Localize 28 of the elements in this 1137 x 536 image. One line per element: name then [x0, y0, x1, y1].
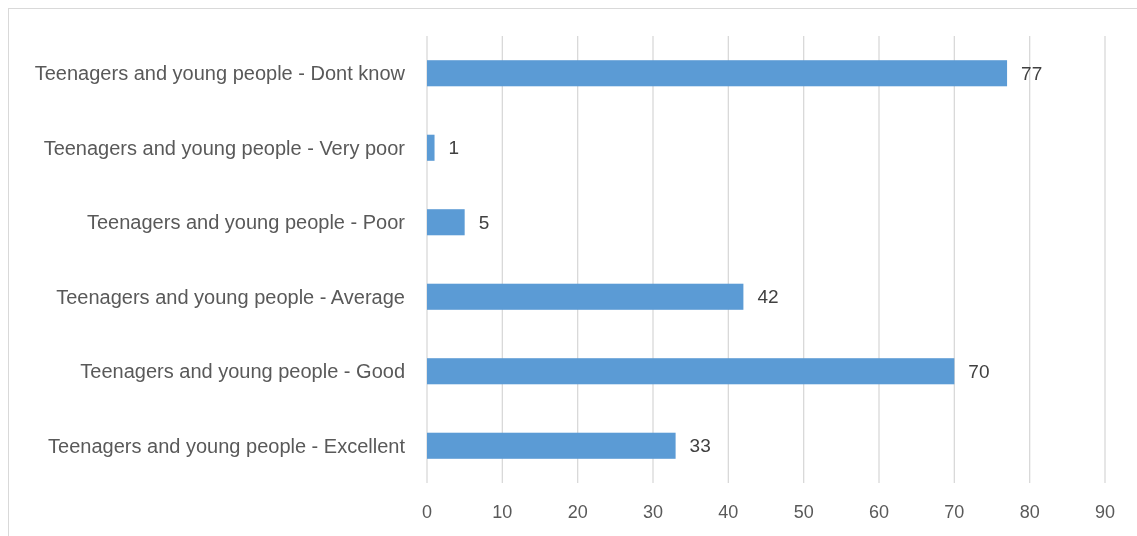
y-tick-label: Teenagers and young people - Very poor [43, 136, 405, 159]
data-label: 77 [1020, 62, 1042, 84]
bar [426, 208, 465, 235]
bar [426, 59, 1007, 86]
x-tick-label: 60 [868, 501, 889, 522]
bar [426, 283, 743, 310]
y-tick-label: Teenagers and young people - Good [79, 359, 405, 382]
bar [426, 357, 954, 384]
x-tick-label: 0 [421, 501, 432, 522]
data-label: 42 [756, 285, 779, 307]
x-tick-label: 40 [717, 501, 738, 522]
x-tick-label: 50 [793, 501, 814, 522]
x-tick-label: 20 [567, 501, 588, 522]
bar [426, 134, 435, 161]
y-tick-label: Teenagers and young people - Poor [86, 210, 405, 233]
x-tick-label: 90 [1094, 501, 1115, 522]
x-tick-label: 70 [943, 501, 964, 522]
x-tick-label: 10 [491, 501, 512, 522]
data-label: 5 [478, 211, 489, 233]
data-label: 1 [448, 136, 459, 158]
data-label: 33 [689, 434, 711, 456]
y-tick-label: Teenagers and young people - Excellent [47, 434, 405, 457]
x-tick-label: 30 [642, 501, 663, 522]
y-tick-label: Teenagers and young people - Dont know [34, 61, 406, 84]
x-tick-label: 80 [1019, 501, 1040, 522]
y-tick-label: Teenagers and young people - Average [55, 285, 405, 308]
bar [426, 432, 676, 459]
data-label: 70 [967, 360, 989, 382]
